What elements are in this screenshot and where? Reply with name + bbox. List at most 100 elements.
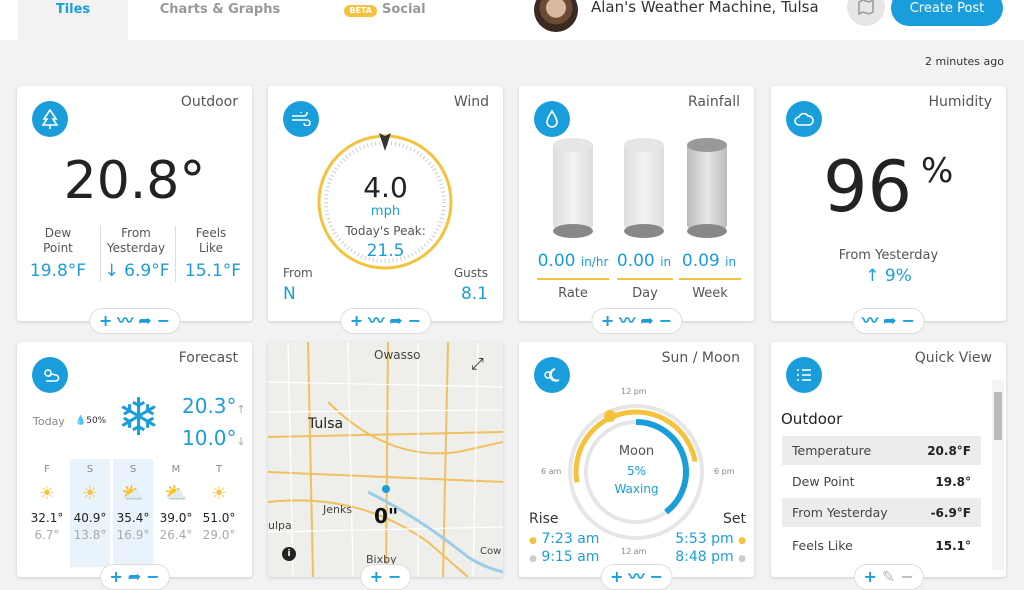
minimize-icon[interactable]: − [658,311,673,330]
share-icon[interactable]: ➦ [640,311,654,330]
avatar[interactable] [534,0,578,32]
tab-tiles[interactable]: Tiles [18,0,128,40]
humidity-unit: % [921,151,954,191]
quick-row: Feels Like 15.1° [792,538,971,553]
share-icon[interactable]: ➦ [389,311,403,330]
forecast-day[interactable]: S ☀ 40.9° 13.8° [70,459,110,567]
tile-title: Outdoor [180,94,238,110]
precip-chance: 💧50% [75,416,107,426]
info-icon[interactable]: i [282,547,296,561]
quick-row: From Yesterday -6.9°F [782,498,981,527]
add-icon[interactable]: + [600,311,615,330]
tree-icon [32,101,68,137]
last-updated: 2 minutes ago [925,55,1004,68]
chart-icon[interactable]: 〰 [628,567,645,586]
minimize-icon[interactable]: − [649,567,663,586]
moon-phase: Waxing [614,482,659,496]
map-label-owasso: Owasso [374,348,421,362]
add-icon[interactable]: + [610,567,624,586]
add-icon[interactable]: + [109,567,123,586]
minimize-icon[interactable]: − [156,311,171,330]
map-label-bixby: Bixby [366,553,397,566]
outdoor-temp: 20.8° [63,151,206,211]
label-6pm: 6 pm [714,467,735,476]
forecast-tile[interactable]: Forecast Today 💧50% ❄ 20.3°↑ 10.0°↓ F ☀ 32… [17,342,252,590]
label-6am: 6 am [541,467,562,476]
expand-icon[interactable]: ⤢ [471,354,484,373]
sun-moon-icon [534,357,570,393]
map-button[interactable] [847,0,885,26]
sunrise-time: ● 7:23 am [529,531,600,547]
tile-actions: + ➦ − [99,564,170,590]
minimize-icon[interactable]: − [407,311,422,330]
forecast-day[interactable]: F ☀ 32.1° 6.7° [27,459,67,567]
from-yesterday-label: From Yesterday [106,226,166,255]
moonset-time: 8:48 pm ● [675,549,746,565]
pin-icon[interactable]: ✎ [881,567,896,586]
tile-title: Sun / Moon [661,350,740,366]
station-name[interactable]: Alan's Weather Machine, Tulsa [591,0,819,16]
week-label: Week [692,286,728,301]
quick-row: Dew Point 19.8° [792,474,971,489]
add-icon[interactable]: + [863,567,877,586]
minimize-icon[interactable]: − [388,567,402,586]
share-icon[interactable]: ➦ [138,311,152,330]
quick-view-tile[interactable]: Quick View Outdoor Temperature 20.8°F Dew… [771,342,1006,590]
partly-cloudy-icon: ⛅ [164,483,188,504]
chart-icon[interactable]: 〰 [368,311,385,330]
label-12pm: 12 pm [621,387,647,396]
map-rain-total: 0" [374,504,399,528]
map-canvas[interactable] [268,342,503,577]
add-icon[interactable]: + [369,567,383,586]
from-label: From [283,266,313,280]
create-post-button[interactable]: Create Post [891,0,1003,26]
wind-unit: mph [370,204,401,219]
humidity-value: 96 [823,146,913,228]
rise-label: Rise [529,511,559,527]
tile-actions: + 〰 ➦ − [590,308,683,334]
sun-moon-tile[interactable]: Sun / Moon 12 pm 12 am 6 am 6 pm Moon 5%… [519,342,754,590]
humidity-tile[interactable]: Humidity 96 % From Yesterday ↑ 9% 〰 ➦ − [771,86,1006,334]
week-value: 0.09 in [681,251,737,271]
chart-icon[interactable]: 〰 [862,311,879,330]
outdoor-tile[interactable]: Outdoor 20.8° Dew Point 19.8°F From Yest… [17,86,252,334]
tab-charts-graphs[interactable]: Charts & Graphs [159,2,281,17]
forecast-low: 10.0°↓ [182,426,246,450]
add-icon[interactable]: + [98,311,113,330]
map-tile[interactable]: Owasso Tulsa Jenks ulpa Bixby Cow 0" ⤢ i… [268,342,503,590]
moon-label: Moon [618,444,655,459]
share-icon[interactable]: ➦ [883,311,897,330]
forecast-day[interactable]: T ☀ 51.0° 29.0° [199,459,239,567]
sun-icon: ☀ [81,483,99,504]
wind-tile[interactable]: Wind 4.0 mph Today's Peak: 21.5 From N G… [268,86,503,334]
cloud-icon [786,101,822,137]
tile-actions: + 〰 ➦ − [88,308,181,334]
minimize-icon[interactable]: − [900,567,914,586]
humidity-yest-value: ↑ 9% [865,266,912,286]
set-label: Set [723,511,746,527]
from-yesterday-value: ↓ 6.9°F [104,261,170,281]
day-value: 0.00 in [616,251,672,271]
droplet-icon [534,101,570,137]
chart-icon[interactable]: 〰 [619,311,636,330]
tile-title: Humidity [928,94,992,110]
moonrise-time: ● 9:15 am [529,549,600,565]
wind-icon [283,101,319,137]
share-icon[interactable]: ➦ [127,567,142,586]
minimize-icon[interactable]: − [146,567,160,586]
sunset-time: 5:53 pm ● [675,531,746,547]
forecast-day[interactable]: M ⛅ 39.0° 26.4° [156,459,196,567]
forecast-day[interactable]: S ⛅ 35.4° 16.9° [113,459,153,567]
sun-icon: ☀ [210,483,228,504]
chart-icon[interactable]: 〰 [117,311,134,330]
gusts-value: 8.1 [460,284,488,304]
rate-label: Rate [558,286,588,301]
minimize-icon[interactable]: − [901,311,915,330]
add-icon[interactable]: + [349,311,364,330]
feels-like-label: Feels Like [195,226,227,255]
scrollbar[interactable] [992,380,1004,570]
tab-social[interactable]: BETA Social [330,0,440,40]
sun-icon: ☀ [38,483,56,504]
rainfall-tile[interactable]: Rainfall 0.00 in/hr 0.00 in 0.09 in Rate… [519,86,754,334]
partly-cloudy-icon: ⛅ [121,483,145,504]
